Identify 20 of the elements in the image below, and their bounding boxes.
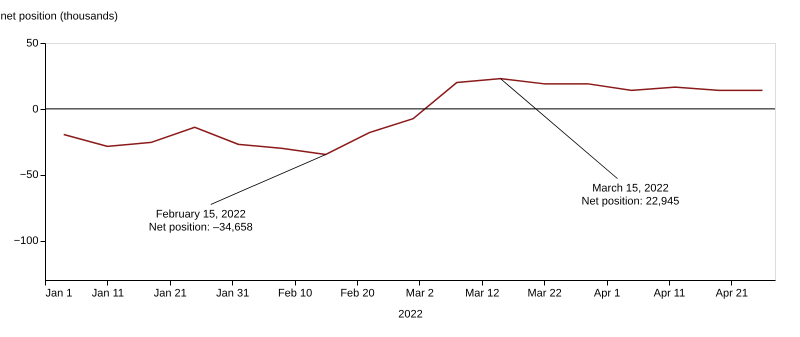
y-tick-label: 0 <box>32 103 38 116</box>
x-axis-title: 2022 <box>398 308 423 320</box>
x-tick-label: Mar 22 <box>528 288 562 300</box>
x-tick-label: Feb 10 <box>278 288 312 300</box>
x-tick-label: Jan 1 <box>46 288 72 300</box>
annotation: March 15, 2022 Net position: 22,945 <box>582 182 680 208</box>
x-tick-label: Apr 21 <box>716 288 748 300</box>
x-tick-label: Jan 21 <box>154 288 187 300</box>
x-tick-label: Apr 1 <box>594 288 620 300</box>
y-tick-label: −50 <box>20 169 38 182</box>
x-tick-label: Apr 11 <box>654 288 686 300</box>
y-tick-label: 50 <box>26 38 38 50</box>
y-tick-label: −100 <box>14 235 38 247</box>
x-tick-label: Jan 11 <box>92 288 124 300</box>
x-tick-label: Mar 12 <box>465 288 500 300</box>
x-tick-label: Feb 20 <box>340 288 375 300</box>
x-tick-label: Mar 2 <box>406 288 434 300</box>
annotation: February 15, 2022 Net position: –34,658 <box>148 208 253 234</box>
y-axis-title: net position (thousands) <box>0 10 118 22</box>
x-tick-label: Jan 31 <box>216 288 250 300</box>
